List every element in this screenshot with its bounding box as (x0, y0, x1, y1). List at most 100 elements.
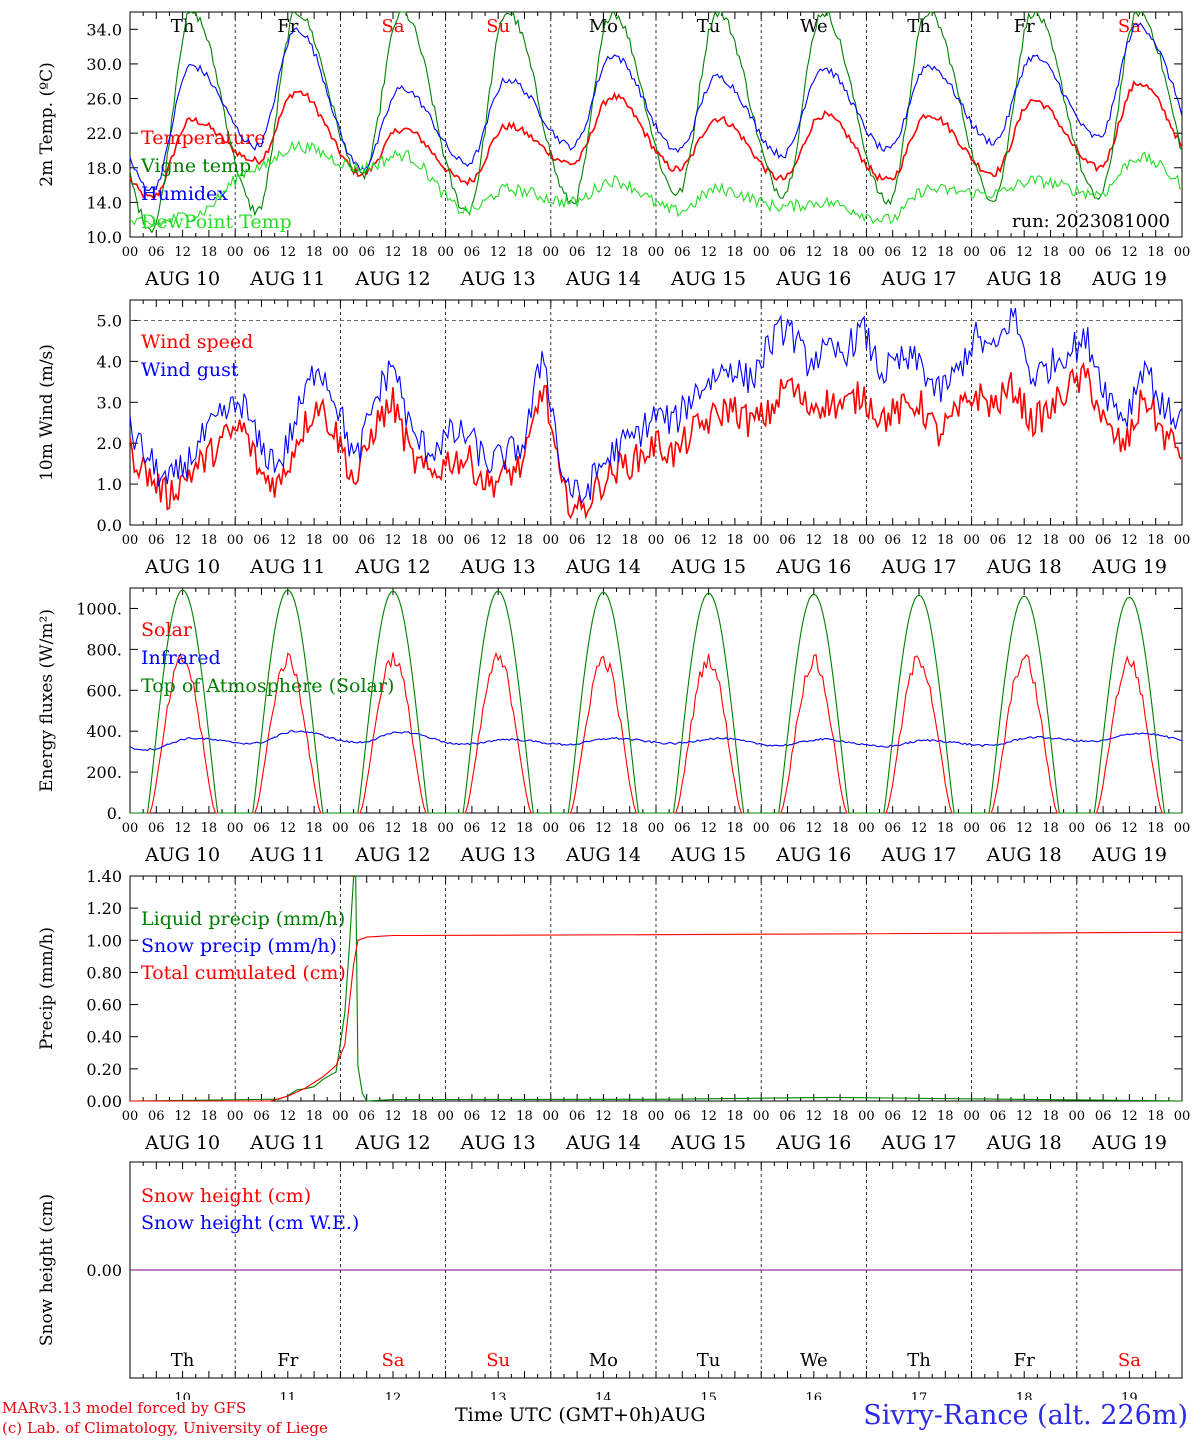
x-hour-label: 18 (832, 533, 849, 548)
weekday-label: Th (171, 1350, 195, 1371)
x-hour-label: 06 (779, 1109, 796, 1124)
date-label: AUG 19 (1091, 268, 1167, 290)
x-hour-label: 12 (1016, 821, 1033, 836)
x-hour-label: 12 (1121, 821, 1138, 836)
weekday-label: Su (486, 16, 510, 37)
x-hour-label: 06 (569, 245, 586, 260)
legend-snow-height-cm-w-e-: Snow height (cm W.E.) (141, 1212, 359, 1234)
x-hour-label: 18 (832, 1109, 849, 1124)
x-hour-label: 00 (1174, 821, 1191, 836)
date-label: AUG 11 (249, 556, 325, 578)
x-hour-label: 18 (516, 1109, 533, 1124)
x-hour-label: 00 (648, 533, 665, 548)
y-axis-label: Snow height (cm) (37, 1194, 57, 1346)
y-tick-label: 600. (86, 681, 122, 700)
panel-5: 0.00 Snow height (cm) Th 10 Fr 11 Sa 12 Su 13 Mo 14… (37, 1161, 1183, 1400)
y-tick-label: 0. (107, 804, 122, 823)
x-hour-label: 06 (358, 821, 375, 836)
x-hour-label: 12 (700, 245, 717, 260)
x-hour-label: 18 (937, 533, 954, 548)
x-hour-label: 00 (543, 533, 560, 548)
date-label: AUG 17 (880, 1132, 956, 1154)
legend-wind-gust: Wind gust (141, 359, 239, 381)
x-hour-label: 06 (779, 533, 796, 548)
legend-dewpoint-temp: DewPoint Temp (141, 211, 292, 233)
date-label: AUG 16 (775, 844, 851, 866)
date-label: AUG 15 (670, 556, 746, 578)
x-hour-label: 00 (437, 245, 454, 260)
date-label: AUG 16 (775, 556, 851, 578)
meteogram-chart: 10.0 14.0 18.0 22.0 26.0 30.0 34.0 2m Temp. (ºC… (37, 10, 1191, 1400)
x-hour-label: 06 (464, 1109, 481, 1124)
x-hour-label: 18 (306, 533, 323, 548)
x-hour-label: 18 (727, 533, 744, 548)
x-hour-label: 18 (411, 821, 428, 836)
x-hour-label: 18 (937, 821, 954, 836)
x-hour-label: 18 (201, 821, 218, 836)
weekday-label: Su (486, 1350, 510, 1371)
date-label: AUG 13 (460, 844, 536, 866)
x-hour-label: 06 (569, 1109, 586, 1124)
x-hour-label: 06 (569, 533, 586, 548)
x-hour-label: 06 (884, 1109, 901, 1124)
x-hour-label: 00 (648, 1109, 665, 1124)
panel-1: 10.0 14.0 18.0 22.0 26.0 30.0 34.0 2m Temp. (ºC… (37, 10, 1190, 290)
x-hour-label: 06 (148, 533, 165, 548)
x-hour-label: 12 (280, 245, 297, 260)
legend-solar: Solar (141, 619, 193, 641)
x-hour-label: 00 (753, 1109, 770, 1124)
x-hour-label: 00 (753, 245, 770, 260)
x-hour-label: 12 (1121, 533, 1138, 548)
y-tick-label: 1.20 (86, 899, 122, 918)
x-hour-label: 12 (385, 245, 402, 260)
x-hour-label: 00 (1069, 821, 1086, 836)
day-number-label: 14 (595, 1391, 612, 1400)
x-hour-label: 18 (201, 1109, 218, 1124)
x-hour-label: 00 (332, 821, 349, 836)
x-hour-label: 06 (358, 1109, 375, 1124)
x-hour-label: 12 (806, 533, 823, 548)
date-label: AUG 13 (460, 556, 536, 578)
x-hour-label: 12 (1121, 245, 1138, 260)
x-hour-label: 18 (727, 821, 744, 836)
x-hour-label: 00 (1069, 1109, 1086, 1124)
x-hour-label: 00 (963, 821, 980, 836)
series-line-humidex (129, 22, 1183, 191)
date-label: AUG 15 (670, 268, 746, 290)
x-hour-label: 18 (1042, 245, 1059, 260)
panel-frame (129, 299, 1183, 526)
x-hour-label: 18 (516, 821, 533, 836)
x-hour-label: 12 (595, 1109, 612, 1124)
x-hour-label: 06 (884, 533, 901, 548)
date-label: AUG 16 (775, 268, 851, 290)
x-hour-label: 12 (595, 245, 612, 260)
x-hour-label: 12 (174, 821, 191, 836)
y-tick-label: 30.0 (86, 55, 122, 74)
x-hour-label: 06 (358, 533, 375, 548)
weekday-label: Sa (381, 16, 404, 37)
series-line-top-of-atmosphere-solar- (130, 589, 1182, 814)
x-hour-label: 00 (648, 821, 665, 836)
y-tick-label: 14.0 (86, 193, 122, 212)
weekday-label: Mo (589, 1350, 618, 1371)
y-axis-label: Precip (mm/h) (37, 927, 57, 1050)
day-number-label: 11 (280, 1391, 297, 1400)
model-credit: MARv3.13 model forced by GFS (c) Lab. of… (2, 1398, 328, 1438)
y-tick-label: 0.60 (86, 996, 122, 1015)
legend-liquid-precip-mm-h-: Liquid precip (mm/h) (141, 908, 345, 930)
date-label: AUG 13 (460, 268, 536, 290)
day-number-label: 19 (1121, 1391, 1138, 1400)
x-hour-label: 00 (543, 821, 560, 836)
date-label: AUG 17 (880, 844, 956, 866)
date-label: AUG 12 (354, 844, 430, 866)
legend-vigne-temp: Vigne temp (140, 155, 251, 177)
x-hour-label: 18 (411, 533, 428, 548)
x-hour-label: 06 (253, 245, 270, 260)
x-hour-label: 12 (806, 1109, 823, 1124)
x-hour-label: 18 (411, 1109, 428, 1124)
x-hour-label: 18 (727, 245, 744, 260)
y-tick-label: 4.0 (97, 352, 122, 371)
date-label: AUG 19 (1091, 1132, 1167, 1154)
x-hour-label: 18 (306, 245, 323, 260)
x-hour-label: 12 (806, 245, 823, 260)
